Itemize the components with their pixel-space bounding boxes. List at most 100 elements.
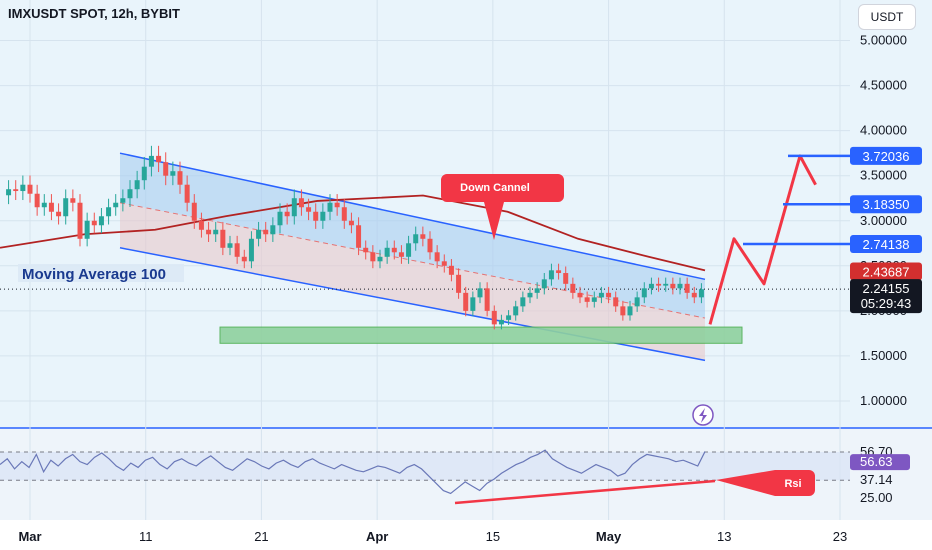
candle-body (320, 211, 326, 221)
candle (106, 198, 112, 225)
candle (441, 254, 447, 273)
candle-body (441, 261, 447, 266)
down-channel-callout (441, 174, 564, 240)
time-tick-label: 21 (254, 529, 268, 544)
candle (406, 235, 412, 264)
candle-body (198, 220, 204, 230)
candle-body (398, 252, 404, 257)
candle (348, 212, 354, 234)
candle (548, 263, 554, 286)
candle (170, 161, 176, 186)
candle (648, 277, 654, 295)
candle-body (541, 279, 547, 289)
candle-body (484, 288, 490, 311)
candle (248, 231, 254, 269)
time-axis[interactable]: Mar 11 21 Apr 15 May 13 23 (0, 520, 932, 550)
candle (120, 189, 126, 212)
candle (670, 277, 676, 295)
candle-body (377, 256, 383, 262)
candle-body (13, 189, 19, 192)
price-tick-label: 1.50000 (860, 348, 907, 363)
candle-body (306, 207, 312, 212)
candle-body (448, 265, 454, 275)
candle (656, 277, 662, 292)
candle (491, 305, 497, 330)
price-tick-label: 3.00000 (860, 213, 907, 228)
candle (241, 249, 247, 269)
candle (698, 283, 704, 304)
candle (598, 286, 604, 304)
candle (584, 291, 590, 308)
moving-average-line (0, 194, 850, 290)
candle-body (606, 292, 612, 298)
candle-body (234, 243, 240, 257)
candle (148, 145, 154, 177)
candle-body (677, 283, 683, 289)
channel-upper-line (119, 152, 706, 281)
candle-body (520, 297, 526, 307)
candle-body (134, 180, 140, 190)
price-label-badge (850, 235, 922, 254)
candle (677, 277, 683, 295)
candle-body (477, 288, 483, 298)
currency-button[interactable]: USDT (858, 4, 916, 30)
candle (113, 194, 119, 216)
candle (527, 286, 533, 304)
rsi-current-text: 56.63 (860, 454, 893, 469)
candle (48, 194, 54, 221)
candle-body (48, 202, 54, 212)
candle (541, 272, 547, 295)
projection-line (708, 154, 817, 325)
rsi-tick-label: 37.14 (860, 472, 893, 487)
time-tick-label: Mar (18, 529, 41, 544)
candle (463, 286, 469, 317)
candle (613, 291, 619, 312)
rsi-band (0, 451, 850, 481)
candle-body (127, 189, 133, 199)
price-axis[interactable]: 5.000004.500004.000003.500003.000002.500… (850, 33, 922, 408)
lightning-icon-bolt (699, 408, 707, 423)
candle-body (663, 283, 669, 286)
candle (420, 226, 426, 247)
candle-body (141, 166, 147, 181)
candle (270, 217, 276, 242)
candle-body (184, 184, 190, 203)
candle (534, 282, 540, 299)
down-channel-label: Down Cannel (460, 182, 530, 194)
candle (570, 277, 576, 299)
candle-body (120, 198, 126, 203)
candle-body (177, 171, 183, 185)
candle-body (434, 252, 440, 262)
candle (377, 249, 383, 269)
candle (470, 291, 476, 317)
candle (20, 175, 26, 201)
candle-body (641, 288, 647, 298)
candle-body (684, 283, 690, 293)
rsi-label: Rsi (784, 478, 801, 490)
candle (56, 203, 62, 225)
candle (227, 235, 233, 256)
candle (506, 310, 512, 326)
candle-body (284, 211, 290, 217)
time-tick-label: Apr (366, 529, 388, 544)
candle-body (6, 189, 12, 196)
chart-title: IMXUSDT SPOT, 12h, BYBIT (8, 6, 180, 21)
candle (591, 291, 597, 308)
candle-body (341, 207, 347, 221)
candle-body (313, 211, 319, 221)
candle-body (527, 292, 533, 298)
candle (456, 268, 462, 299)
candle-body (670, 283, 676, 289)
candle (434, 245, 440, 269)
current-price-text: 2.24155 (863, 281, 910, 296)
candle (41, 194, 47, 216)
candle (263, 221, 269, 242)
candle-body (698, 289, 704, 298)
candle (27, 175, 33, 203)
channel-lower-fill (120, 202, 705, 361)
time-tick-label: 23 (833, 529, 847, 544)
candle-body (27, 184, 33, 194)
support-zone-box (219, 326, 743, 344)
candle (370, 245, 376, 269)
candle (191, 194, 197, 229)
